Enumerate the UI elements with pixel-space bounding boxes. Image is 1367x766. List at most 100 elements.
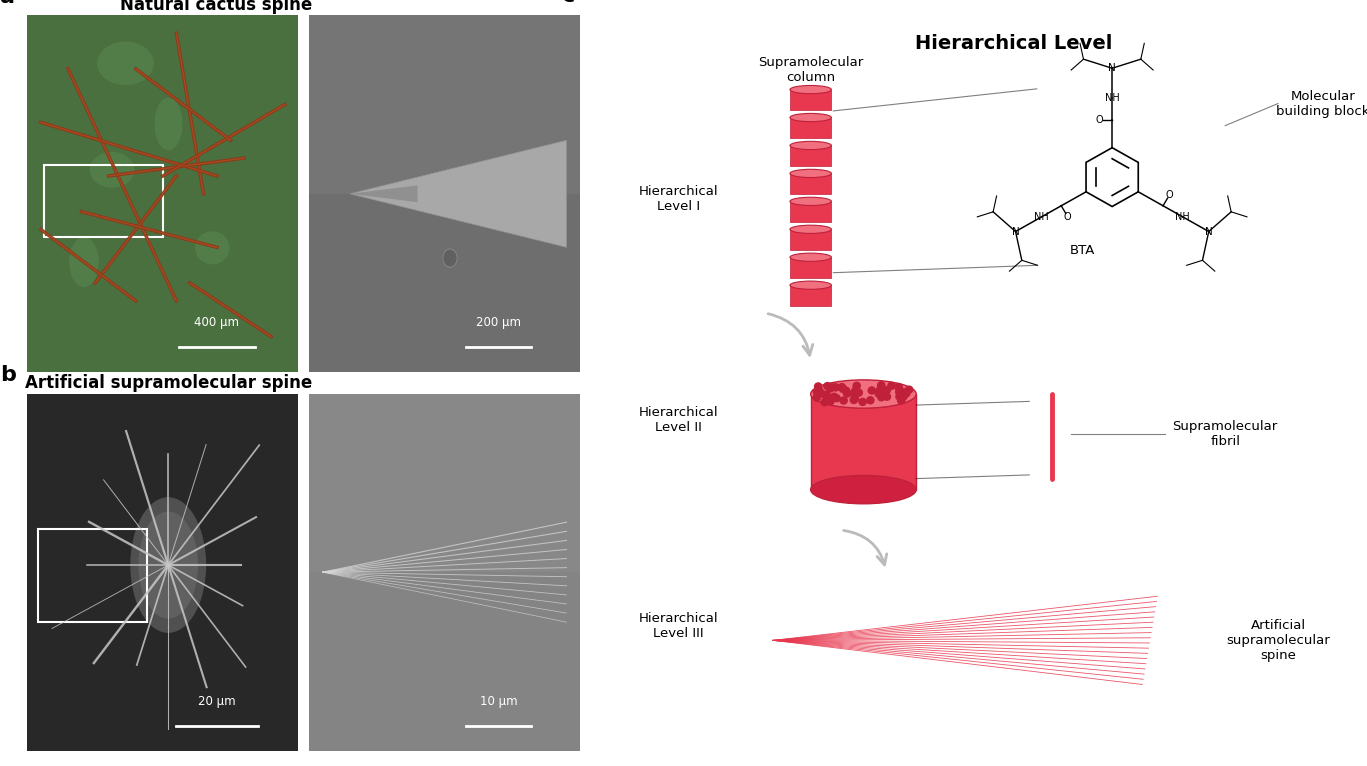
Circle shape xyxy=(831,393,838,401)
Circle shape xyxy=(852,389,860,397)
Bar xyxy=(811,394,916,489)
Text: O: O xyxy=(1095,115,1103,125)
Text: Artificial
supramolecular
spine: Artificial supramolecular spine xyxy=(1226,619,1330,662)
Circle shape xyxy=(443,249,457,267)
Circle shape xyxy=(899,393,906,401)
Circle shape xyxy=(883,393,890,400)
Ellipse shape xyxy=(90,152,134,188)
Ellipse shape xyxy=(70,237,98,287)
Circle shape xyxy=(895,393,904,400)
Circle shape xyxy=(850,390,857,397)
Bar xyxy=(790,173,831,194)
Text: a: a xyxy=(0,0,15,7)
Circle shape xyxy=(823,392,830,399)
Ellipse shape xyxy=(97,41,154,85)
Text: b: b xyxy=(0,365,16,385)
Circle shape xyxy=(852,395,858,402)
Circle shape xyxy=(833,394,841,401)
Circle shape xyxy=(852,387,860,394)
Text: NH: NH xyxy=(1035,212,1048,222)
Bar xyxy=(790,146,831,166)
Circle shape xyxy=(878,381,884,389)
Circle shape xyxy=(839,385,846,392)
Circle shape xyxy=(828,384,837,391)
Circle shape xyxy=(868,387,875,394)
Circle shape xyxy=(822,398,828,406)
Circle shape xyxy=(816,388,823,394)
Text: Natural cactus spine: Natural cactus spine xyxy=(119,0,312,14)
Circle shape xyxy=(823,392,830,399)
Circle shape xyxy=(852,388,860,394)
Text: O: O xyxy=(1064,211,1072,221)
Circle shape xyxy=(883,387,890,394)
Text: O: O xyxy=(1166,190,1173,200)
Bar xyxy=(790,201,831,222)
Bar xyxy=(790,285,831,306)
Text: BTA: BTA xyxy=(1069,244,1095,257)
Ellipse shape xyxy=(195,231,230,264)
Text: Hierarchical
Level I: Hierarchical Level I xyxy=(638,185,719,213)
Circle shape xyxy=(901,389,909,396)
Circle shape xyxy=(843,390,850,397)
Text: Hierarchical
Level II: Hierarchical Level II xyxy=(638,406,719,434)
Circle shape xyxy=(898,397,905,404)
Circle shape xyxy=(817,390,826,397)
Circle shape xyxy=(898,388,905,395)
Text: Artificial supramolecular spine: Artificial supramolecular spine xyxy=(25,374,312,392)
Circle shape xyxy=(815,386,822,393)
Circle shape xyxy=(898,389,905,396)
Circle shape xyxy=(875,388,882,395)
Circle shape xyxy=(815,383,822,390)
Circle shape xyxy=(850,397,857,404)
Polygon shape xyxy=(350,185,417,202)
Bar xyxy=(38,529,146,622)
Circle shape xyxy=(853,382,860,389)
Circle shape xyxy=(856,389,863,396)
Bar xyxy=(790,90,831,110)
Circle shape xyxy=(842,387,850,394)
Circle shape xyxy=(895,384,902,391)
Circle shape xyxy=(813,388,820,395)
Bar xyxy=(790,257,831,278)
Ellipse shape xyxy=(130,497,206,633)
Text: Supramolecular
fibril: Supramolecular fibril xyxy=(1173,421,1278,448)
Circle shape xyxy=(839,397,848,404)
Ellipse shape xyxy=(811,380,916,408)
Text: N: N xyxy=(1204,227,1213,237)
Ellipse shape xyxy=(790,281,831,290)
Circle shape xyxy=(815,388,822,394)
Circle shape xyxy=(895,388,902,395)
Circle shape xyxy=(813,394,820,401)
Ellipse shape xyxy=(790,169,831,178)
Ellipse shape xyxy=(154,97,182,150)
Text: NH: NH xyxy=(1105,93,1120,103)
Text: Supramolecular
column: Supramolecular column xyxy=(759,56,864,83)
Ellipse shape xyxy=(790,113,831,122)
Ellipse shape xyxy=(790,142,831,149)
Circle shape xyxy=(867,397,874,404)
Ellipse shape xyxy=(790,198,831,205)
Text: N: N xyxy=(1012,227,1020,237)
Text: NH: NH xyxy=(1176,212,1191,222)
Circle shape xyxy=(833,384,839,391)
Circle shape xyxy=(826,385,834,392)
Text: Hierarchical Level: Hierarchical Level xyxy=(916,34,1113,53)
Circle shape xyxy=(838,384,846,391)
Circle shape xyxy=(902,390,910,397)
Circle shape xyxy=(823,391,830,398)
Circle shape xyxy=(889,382,895,389)
Text: 10 μm: 10 μm xyxy=(480,695,518,708)
Circle shape xyxy=(898,394,905,401)
Ellipse shape xyxy=(811,476,916,504)
Bar xyxy=(790,229,831,250)
Circle shape xyxy=(858,398,867,405)
Bar xyxy=(790,117,831,138)
Text: Molecular
building block: Molecular building block xyxy=(1277,90,1367,117)
Text: 200 μm: 200 μm xyxy=(476,316,521,329)
Circle shape xyxy=(878,394,884,401)
Ellipse shape xyxy=(790,225,831,234)
Circle shape xyxy=(444,250,457,266)
Bar xyxy=(309,572,580,751)
Ellipse shape xyxy=(790,86,831,93)
Circle shape xyxy=(905,386,913,393)
